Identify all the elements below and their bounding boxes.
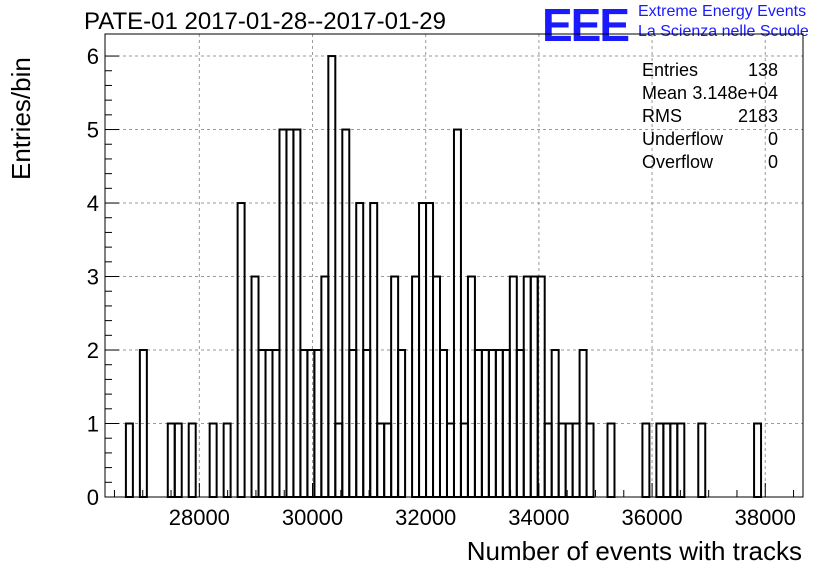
histogram-bin [138, 349, 148, 498]
stat-value-entries: 138 [747, 60, 778, 80]
histogram-bin [320, 275, 330, 498]
x-tick-label: 32000 [395, 505, 456, 530]
histogram-bin [173, 422, 183, 498]
histogram-bin [697, 422, 707, 498]
histogram-bin [452, 128, 462, 499]
histogram-bin [676, 422, 686, 498]
histogram-bin [529, 275, 539, 498]
y-tick-label: 0 [87, 485, 99, 510]
y-tick-label: 3 [87, 265, 99, 290]
histogram-bin [655, 422, 665, 498]
histogram-bin [522, 275, 532, 498]
histogram-bin [285, 128, 295, 499]
histogram-bin [383, 422, 393, 498]
stat-label-mean: Mean [642, 83, 688, 103]
histogram-bin [508, 275, 518, 498]
x-tick-label: 30000 [282, 505, 343, 530]
eee-logo: EEE [542, 0, 630, 51]
stat-label-entries: Entries [642, 60, 699, 80]
histogram-bin [606, 422, 616, 498]
stat-label-overflow: Overflow [642, 152, 714, 172]
x-tick-label: 36000 [621, 505, 682, 530]
y-tick-label: 2 [87, 338, 99, 363]
y-tick-label: 1 [87, 412, 99, 437]
histogram-bin [571, 422, 581, 498]
histogram-bin [641, 422, 651, 498]
histogram-bin [536, 275, 546, 498]
logo-caption-line-1: Extreme Energy Events [638, 3, 807, 20]
histogram-bin [124, 422, 134, 498]
x-axis-label: Number of events with tracks [466, 536, 802, 566]
histogram-bin [397, 349, 407, 498]
logo-caption-line-2: La Scienza nelle Scuole [638, 23, 809, 40]
stat-label-underflow: Underflow [642, 129, 724, 149]
logo-caption: Extreme Energy Events La Scienza nelle S… [638, 2, 809, 42]
histogram-bin [557, 422, 567, 498]
histogram-bin [662, 422, 672, 498]
histogram-bin [187, 422, 197, 498]
y-tick-label: 5 [87, 118, 99, 143]
histogram-bin [459, 422, 469, 498]
stat-value-overflow: 0 [767, 152, 778, 172]
histogram-bin [278, 128, 288, 499]
histogram-bin [446, 422, 455, 498]
stat-value-underflow: 0 [767, 129, 778, 149]
stat-value-mean: 3.148e+04 [692, 83, 778, 103]
histogram-bin [390, 275, 400, 498]
stat-label-rms: RMS [642, 106, 682, 126]
x-tick-label: 28000 [169, 505, 230, 530]
histogram-bin [376, 422, 386, 498]
histogram-bin [669, 422, 679, 498]
histogram-bin [208, 422, 218, 498]
histogram-bin [341, 128, 351, 499]
histogram-bin [250, 275, 260, 498]
histogram-bin [292, 128, 302, 499]
histogram-bin [432, 275, 442, 498]
histogram-bin [166, 422, 176, 498]
y-tick-label: 4 [87, 191, 99, 216]
stat-value-rms: 2183 [737, 106, 778, 126]
histogram-bin [236, 202, 246, 499]
y-axis-label: Entries/bin [6, 57, 36, 180]
x-tick-label: 34000 [508, 505, 569, 530]
histogram-bin [222, 422, 232, 498]
histogram-bin [334, 422, 344, 498]
y-tick-label: 6 [87, 44, 99, 69]
histogram-bin [369, 202, 379, 499]
histogram-bin [411, 275, 421, 498]
x-tick-label: 38000 [735, 505, 796, 530]
histogram-bin [466, 275, 476, 498]
histogram-bin [753, 422, 763, 498]
histogram-bin [585, 422, 595, 498]
histogram-bin [327, 55, 337, 499]
histogram-bin [543, 422, 553, 498]
chart-title: PATE-01 2017-01-28--2017-01-29 [84, 8, 446, 35]
histogram-bin [564, 422, 574, 498]
